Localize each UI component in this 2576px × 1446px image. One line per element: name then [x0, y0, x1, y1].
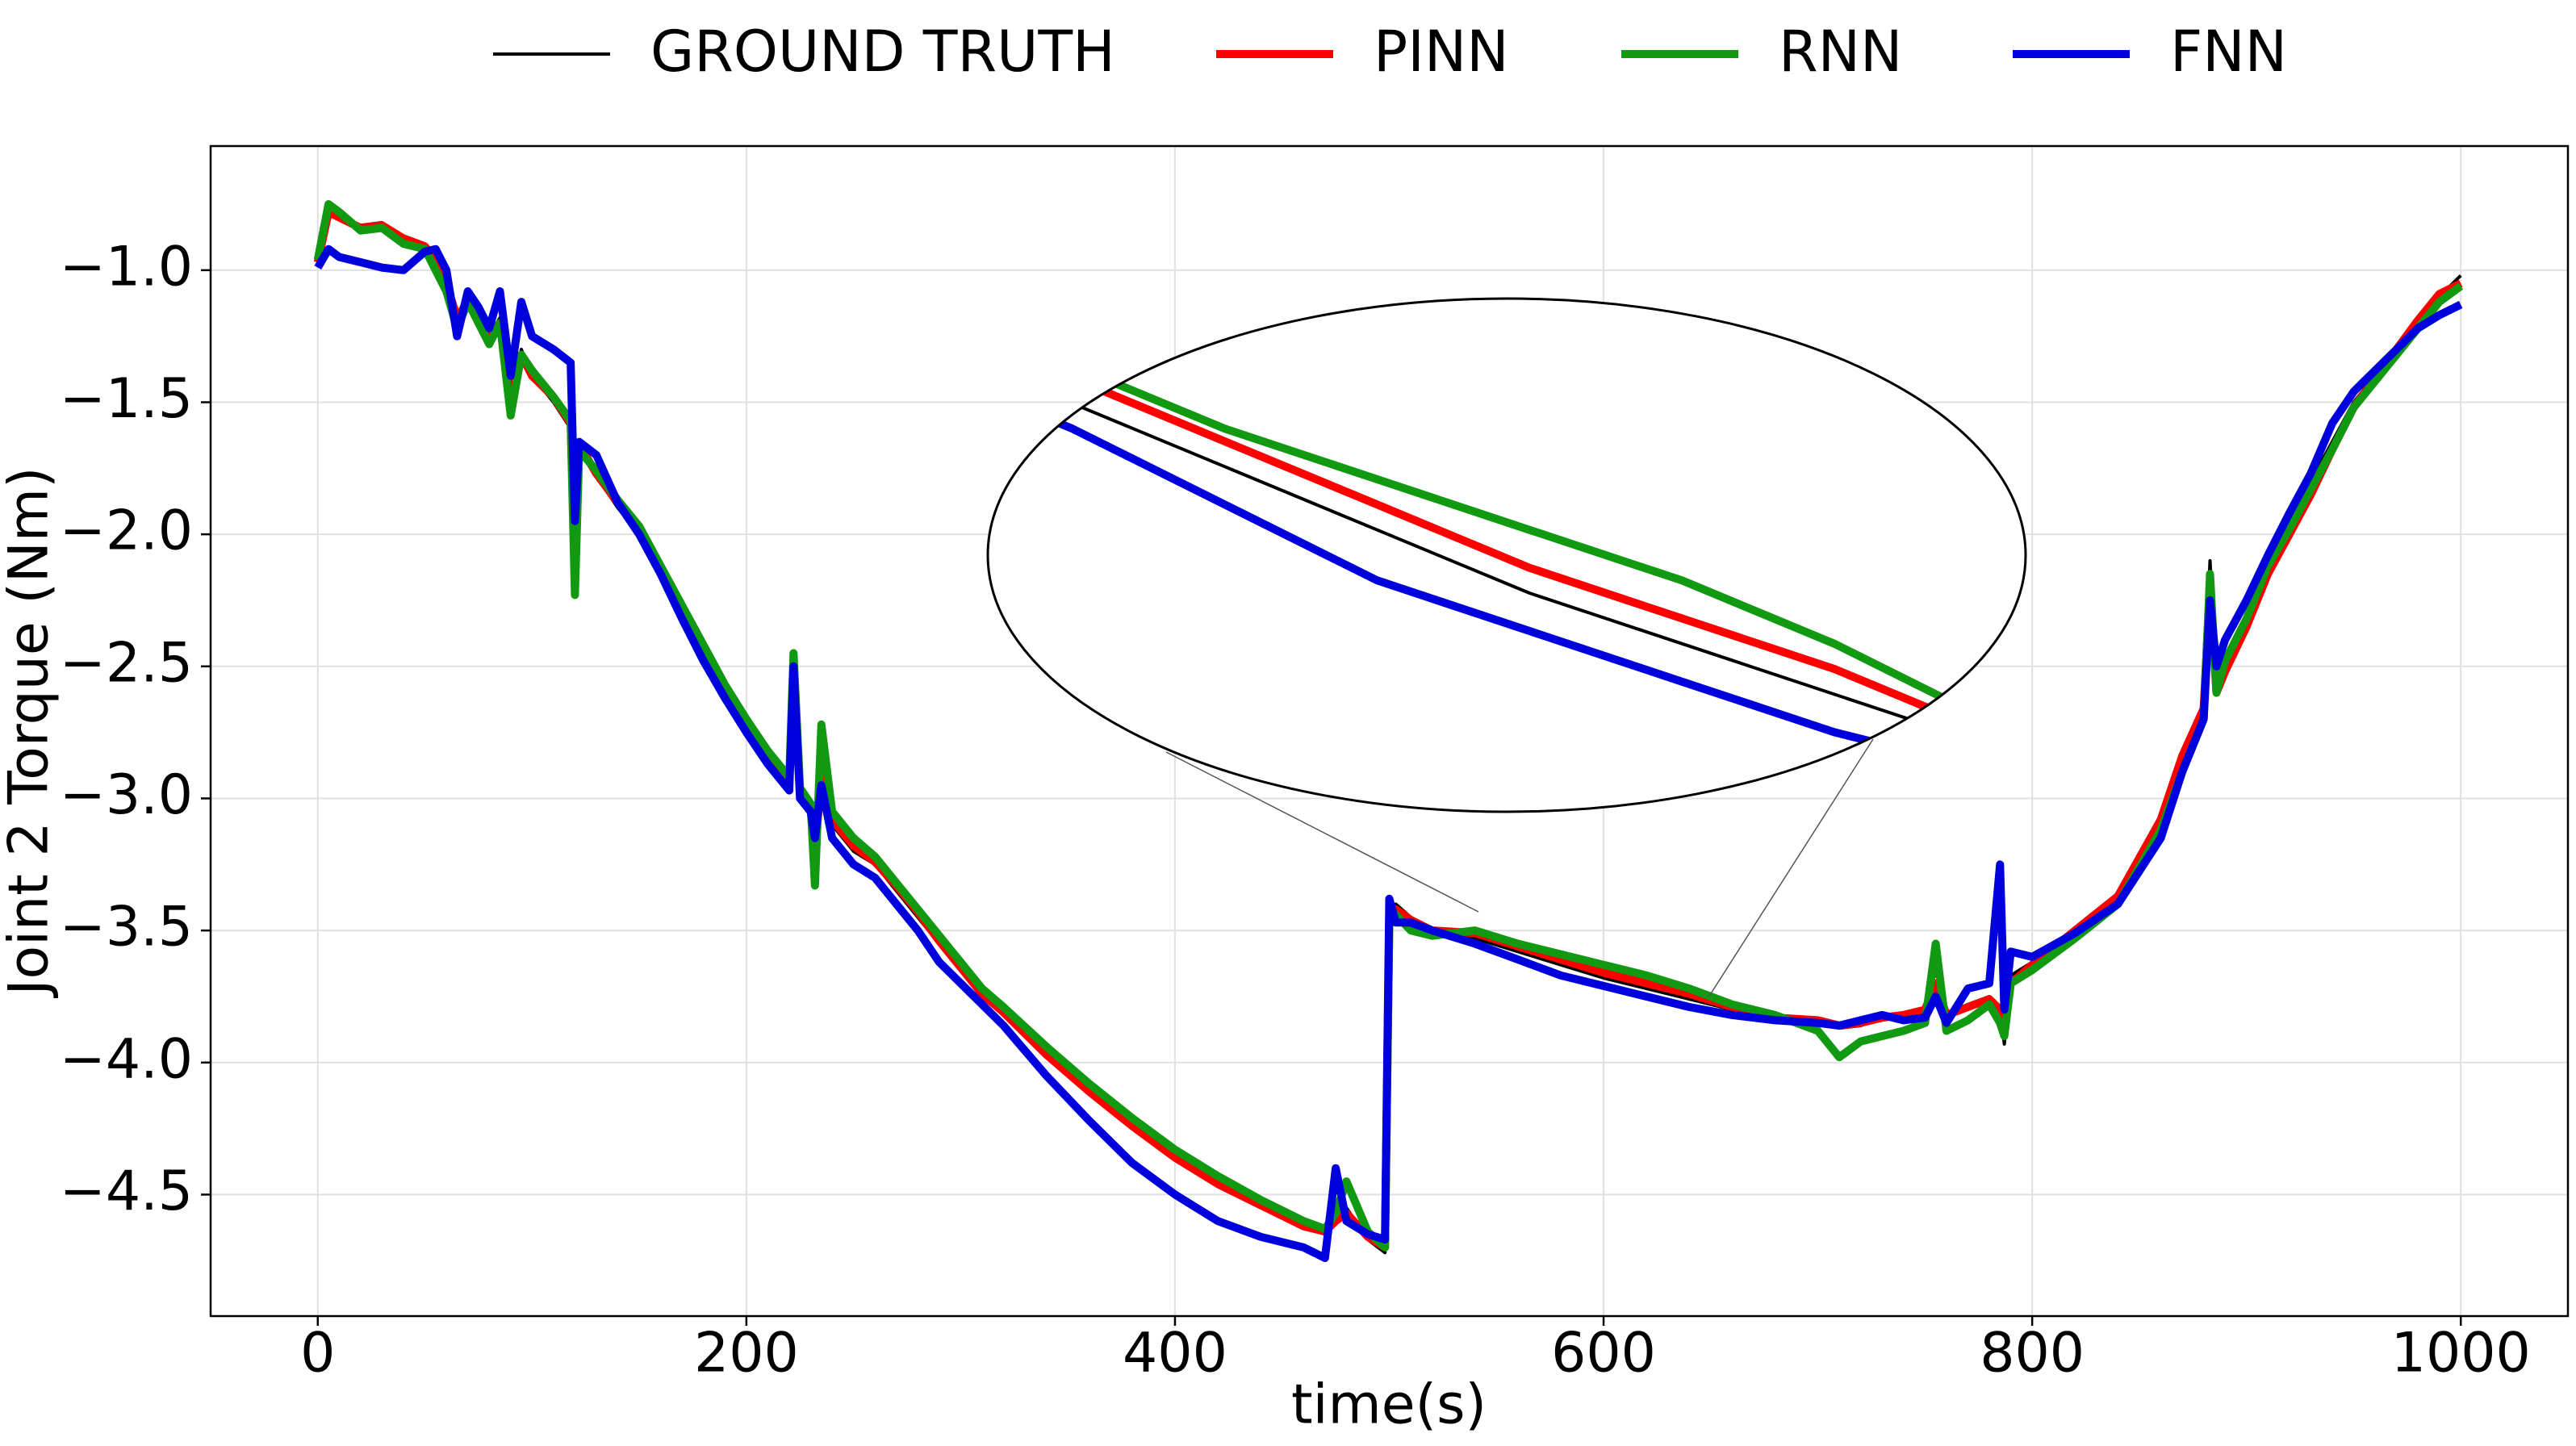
legend-label: PINN [1374, 19, 1509, 85]
zoom-inset-border [986, 297, 2027, 813]
x-tick-label: 400 [1123, 1322, 1227, 1385]
x-tick-label: 800 [1980, 1322, 2085, 1385]
x-axis-label: time(s) [1291, 1373, 1487, 1437]
y-tick-label: −4.5 [60, 1160, 193, 1223]
x-tick-label: 600 [1551, 1322, 1656, 1385]
y-axis-label: Joint 2 Torque (Nm) [0, 466, 61, 998]
plot-lines [313, 200, 2464, 1262]
y-tick-label: −2.5 [60, 631, 193, 695]
x-tick-label: 200 [694, 1322, 799, 1385]
y-tick-label: −1.5 [60, 367, 193, 431]
x-tick-label: 1000 [2391, 1322, 2531, 1385]
legend-label: RNN [1779, 19, 1902, 85]
y-tick-label: −3.0 [60, 763, 193, 827]
y-tick-label: −4.0 [60, 1027, 193, 1091]
y-tick-label: −2.0 [60, 499, 193, 563]
series-line [314, 244, 2463, 1262]
legend-label: FNN [2170, 19, 2287, 85]
plot-frame [209, 144, 2570, 1318]
legend: GROUND TRUTH PINN RNN FNN [493, 19, 2287, 85]
y-tick-label: −3.5 [60, 896, 193, 959]
y-tick-label: −1.0 [60, 235, 193, 299]
ticks: 0 200 400 600 800 1000 −4.5 −4.0 −3.5 −3.0 −2.5 −2.… [60, 235, 2531, 1385]
zoom-connector [1165, 751, 1479, 913]
x-tick-label: 0 [300, 1322, 335, 1385]
legend-label: GROUND TRUTH [650, 19, 1115, 85]
zoom-connector [1708, 738, 1874, 998]
